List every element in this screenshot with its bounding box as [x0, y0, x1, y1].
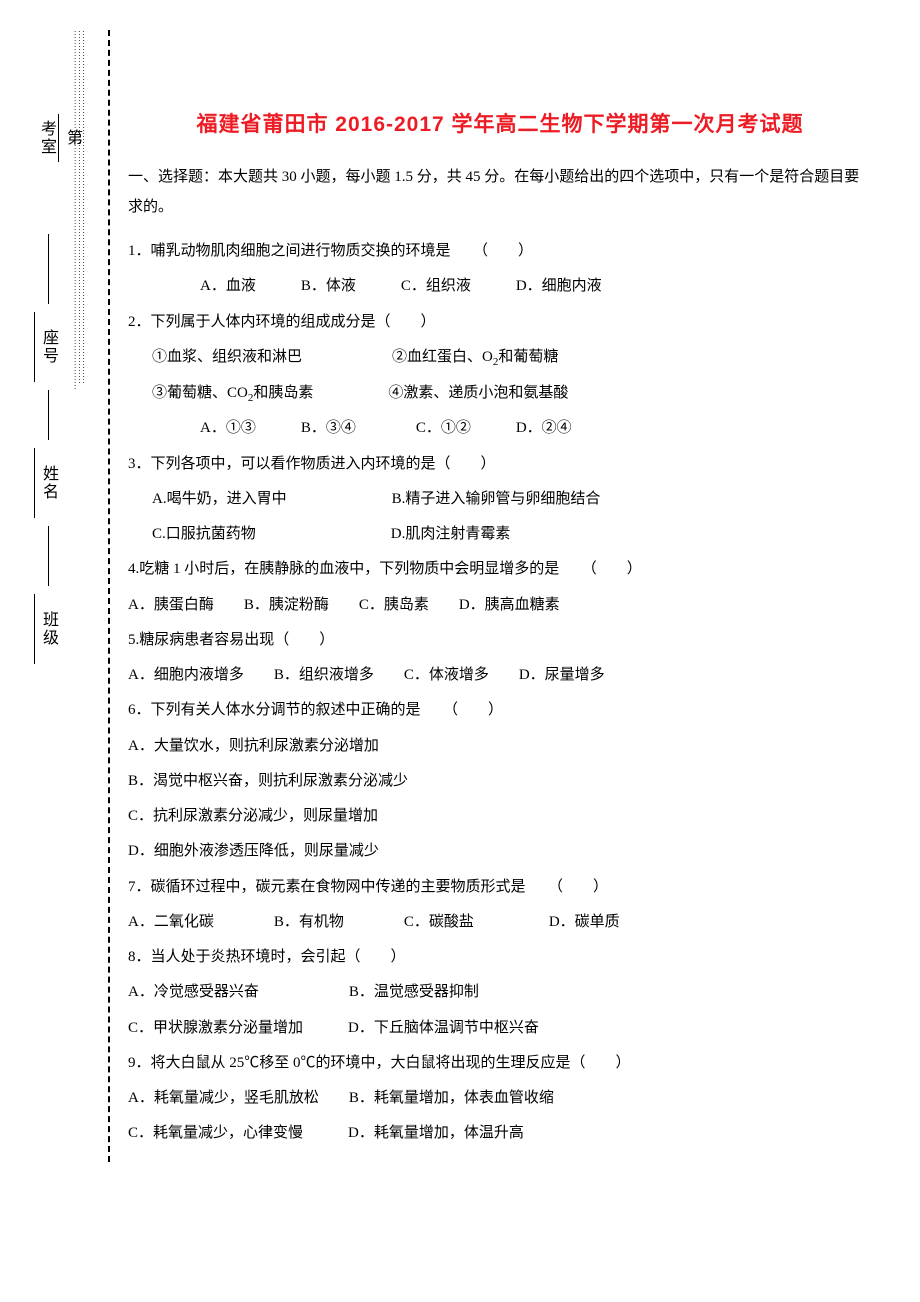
question-stem: 7．碳循环过程中，碳元素在食物网中传递的主要物质形式是 （ ） — [128, 870, 872, 905]
question-options: A．冷觉感受器兴奋 B．温觉感受器抑制 — [128, 975, 872, 1010]
question-stem: 3．下列各项中，可以看作物质进入内环境的是（ ） — [128, 447, 872, 482]
question-options: A.喝牛奶，进入胃中 B.精子进入输卵管与卵细胞结合 — [128, 482, 872, 517]
page-title: 福建省莆田市 2016-2017 学年高二生物下学期第一次月考试题 — [128, 108, 872, 138]
question-options: C．甲状腺激素分泌量增加 D．下丘脑体温调节中枢兴奋 — [128, 1011, 872, 1046]
binding-dot-line: : : : : : : : : : : : : : : : : : : : : … — [74, 30, 86, 1162]
side-label-room: 第 考室 — [34, 110, 84, 166]
question-stem: 1．哺乳动物肌肉细胞之间进行物质交换的环境是 （ ） — [128, 234, 872, 269]
question-options: C．耗氧量减少，心律变慢 D．耗氧量增加，体温升高 — [128, 1116, 872, 1151]
question-stem: 2．下列属于人体内环境的组成成分是（ ） — [128, 305, 872, 340]
question-options: A．耗氧量减少，竖毛肌放松 B．耗氧量增加，体表血管收缩 — [128, 1081, 872, 1116]
question-subline: ①血浆、组织液和淋巴 ②血红蛋白、O2和葡萄糖 — [128, 340, 872, 376]
side-label-seat: 座号 — [34, 308, 60, 386]
questions-container: 1．哺乳动物肌肉细胞之间进行物质交换的环境是 （ ）A．血液 B．体液 C．组织… — [128, 234, 872, 1152]
question-subline: ③葡萄糖、CO2和胰岛素 ④激素、递质小泡和氨基酸 — [128, 376, 872, 412]
binding-dash-line — [108, 30, 110, 1162]
question-stem: 8．当人处于炎热环境时，会引起（ ） — [128, 940, 872, 975]
section-intro: 一、选择题：本大题共 30 小题，每小题 1.5 分，共 45 分。在每小题给出… — [128, 162, 872, 222]
question-options: B．渴觉中枢兴奋，则抗利尿激素分泌减少 — [128, 764, 872, 799]
question-options: A．血液 B．体液 C．组织液 D．细胞内液 — [128, 269, 872, 304]
question-options: A．①③ B．③④ C．①② D．②④ — [128, 411, 872, 446]
question-stem: 6．下列有关人体水分调节的叙述中正确的是 （ ） — [128, 693, 872, 728]
question-options: A．二氧化碳 B．有机物 C．碳酸盐 D．碳单质 — [128, 905, 872, 940]
question-options: C.口服抗菌药物 D.肌肉注射青霉素 — [128, 517, 872, 552]
side-label-class: 班级 — [34, 590, 60, 668]
question-options: A．细胞内液增多 B．组织液增多 C．体液增多 D．尿量增多 — [128, 658, 872, 693]
question-stem: 9．将大白鼠从 25℃移至 0℃的环境中，大白鼠将出现的生理反应是（ ） — [128, 1046, 872, 1081]
question-stem: 5.糖尿病患者容易出现（ ） — [128, 623, 872, 658]
question-options: A．大量饮水，则抗利尿激素分泌增加 — [128, 729, 872, 764]
question-options: C．抗利尿激素分泌减少，则尿量增加 — [128, 799, 872, 834]
question-stem: 4.吃糖 1 小时后，在胰静脉的血液中，下列物质中会明显增多的是 （ ） — [128, 552, 872, 587]
question-options: D．细胞外液渗透压降低，则尿量减少 — [128, 834, 872, 869]
main-content: 福建省莆田市 2016-2017 学年高二生物下学期第一次月考试题 一、选择题：… — [128, 108, 872, 1152]
question-options: A．胰蛋白酶 B．胰淀粉酶 C．胰岛素 D．胰高血糖素 — [128, 588, 872, 623]
side-label-column: 第 考室 座号 姓名 班级 — [34, 110, 64, 668]
side-label-name: 姓名 — [34, 444, 60, 522]
